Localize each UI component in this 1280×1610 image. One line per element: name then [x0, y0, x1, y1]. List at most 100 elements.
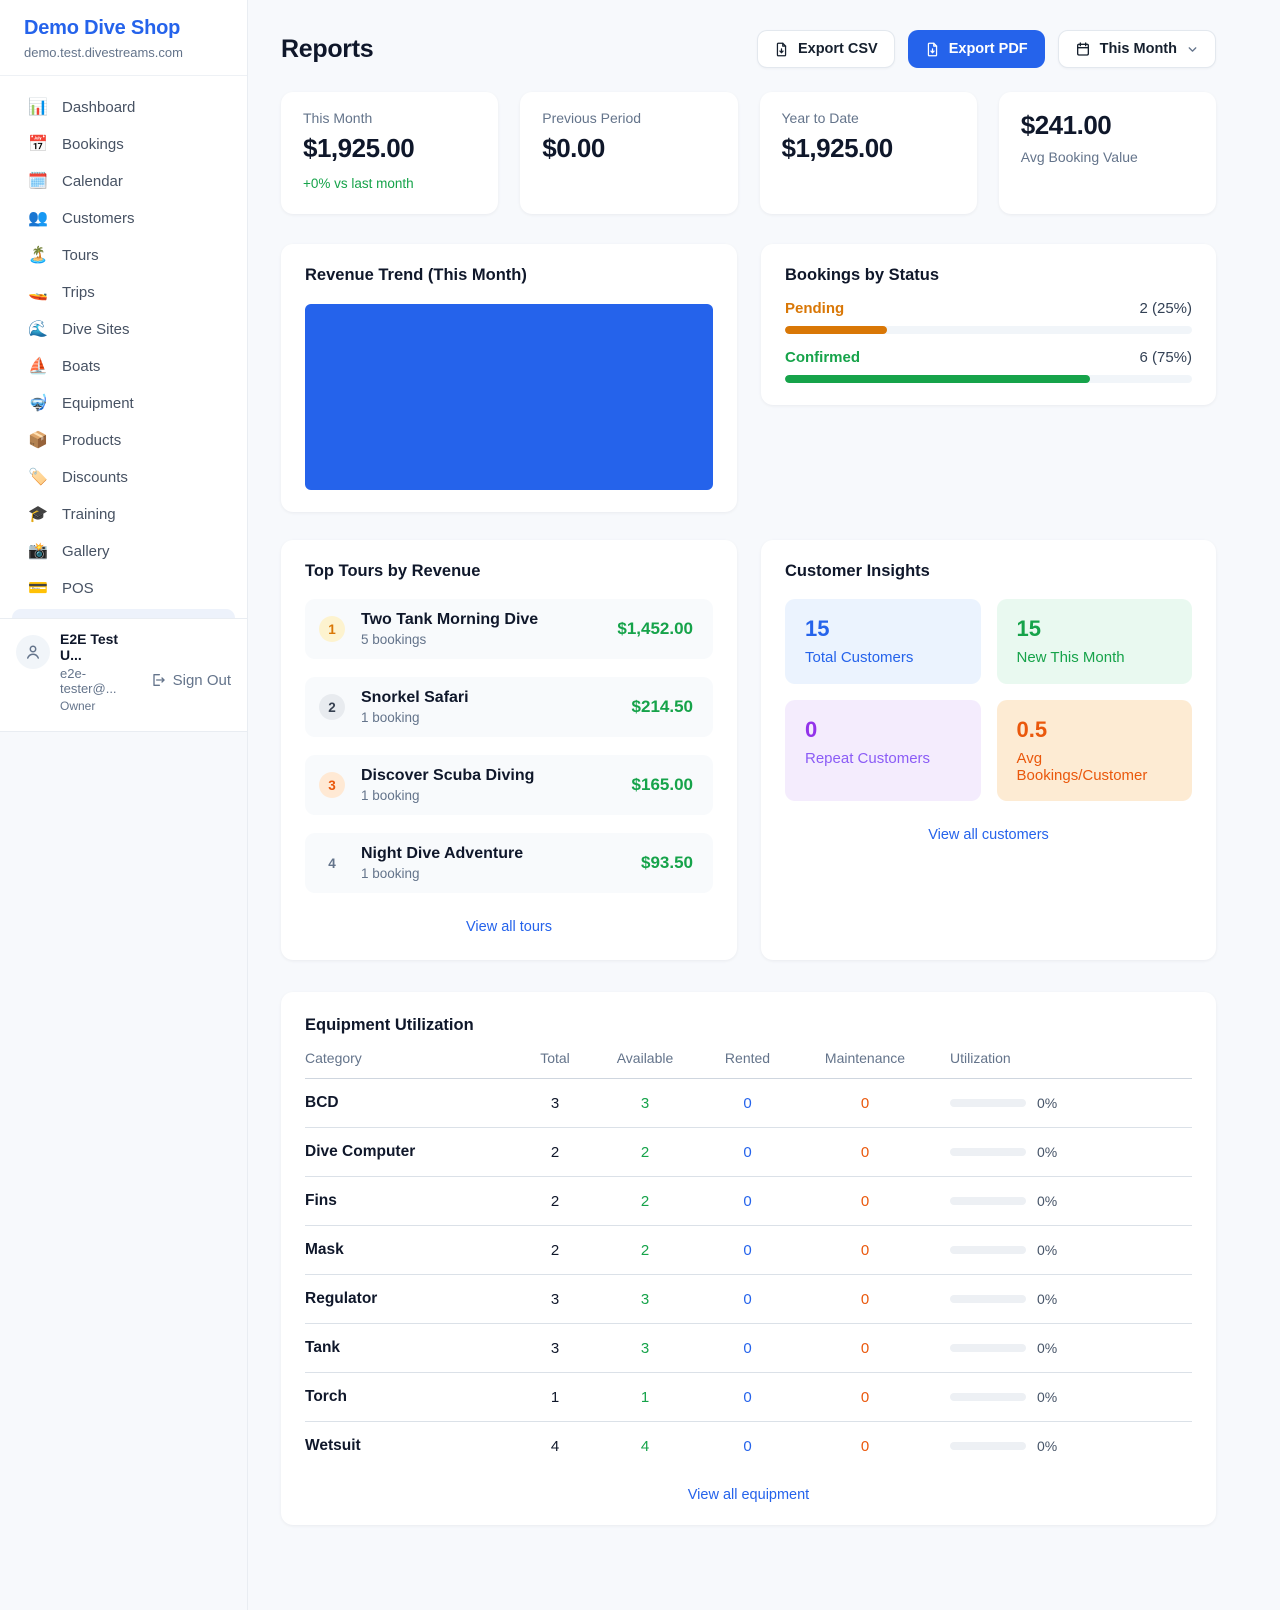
utilization-percent: 0% — [1037, 1340, 1058, 1356]
sidebar-nav: 📊 Dashboard 📅 Bookings 🗓️ Calendar 👥 Customers 🏝… — [0, 76, 247, 607]
rank-badge: 4 — [328, 855, 336, 871]
customers-icon: 👥 — [28, 209, 48, 227]
equipment-maintenance: 0 — [860, 1290, 870, 1308]
stat-card-this-month: This Month $1,925.00 +0% vs last month — [281, 92, 499, 214]
equipment-total: 3 — [550, 1290, 560, 1308]
discounts-tag-icon: 🏷️ — [28, 468, 48, 486]
table-row-mask: Mask 2 2 0 0 0% — [305, 1226, 1192, 1275]
utilization-bar-track — [950, 1442, 1026, 1450]
tour-revenue: $165.00 — [631, 775, 693, 794]
utilization-percent: 0% — [1037, 1242, 1058, 1258]
equipment-total: 3 — [550, 1339, 560, 1357]
trips-boat-icon: 🚤 — [28, 283, 48, 301]
column-header-maintenance: Maintenance — [824, 1050, 906, 1066]
sidebar-item-active-partial[interactable] — [12, 609, 235, 618]
stat-label: This Month — [303, 110, 373, 126]
equipment-category: Fins — [305, 1192, 337, 1209]
sidebar-item-tours[interactable]: 🏝️ Tours — [12, 237, 235, 274]
column-header-total: Total — [540, 1050, 570, 1066]
bookings-by-status-card: Bookings by Status Pending 2 (25%) Confirm… — [761, 244, 1216, 405]
period-dropdown[interactable]: This Month — [1057, 30, 1216, 68]
equipment-utilization-title: Equipment Utilization — [305, 1016, 474, 1034]
equipment-maintenance: 0 — [860, 1241, 870, 1259]
boats-sailboat-icon: ⛵ — [28, 357, 48, 375]
utilization-bar-track — [950, 1099, 1026, 1107]
sidebar-item-boats[interactable]: ⛵ Boats — [12, 348, 235, 385]
view-all-tours-link[interactable]: View all tours — [466, 919, 552, 935]
equipment-category: Tank — [305, 1339, 341, 1356]
sidebar-item-bookings[interactable]: 📅 Bookings — [12, 126, 235, 163]
status-progress-fill — [785, 375, 1091, 383]
equipment-maintenance: 0 — [860, 1192, 870, 1210]
brand-block: Demo Dive Shop demo.test.divestreams.com — [0, 0, 247, 76]
tour-name: Discover Scuba Diving — [361, 767, 535, 784]
sidebar-item-trips[interactable]: 🚤 Trips — [12, 274, 235, 311]
tour-bookings: 5 bookings — [361, 632, 427, 647]
equipment-utilization-cell: 0% — [935, 1193, 1192, 1209]
utilization-bar-track — [950, 1295, 1026, 1303]
equipment-maintenance: 0 — [860, 1437, 870, 1455]
sidebar-item-dashboard[interactable]: 📊 Dashboard — [12, 89, 235, 126]
bookings-by-status-title: Bookings by Status — [785, 266, 940, 284]
equipment-available: 2 — [640, 1241, 650, 1259]
sidebar-item-discounts[interactable]: 🏷️ Discounts — [12, 459, 235, 496]
sidebar-item-pos[interactable]: 💳 POS — [12, 570, 235, 607]
equipment-category: Regulator — [305, 1290, 378, 1307]
tour-name: Two Tank Morning Dive — [361, 611, 539, 628]
tour-bookings: 1 booking — [361, 788, 420, 803]
stat-value: $1,925.00 — [781, 133, 894, 163]
sidebar-item-label: Trips — [62, 284, 95, 301]
pos-card-icon: 💳 — [28, 579, 48, 597]
sidebar-item-equipment[interactable]: 🤿 Equipment — [12, 385, 235, 422]
status-row-confirmed: Confirmed 6 (75%) — [785, 349, 1192, 383]
sidebar-item-training[interactable]: 🎓 Training — [12, 496, 235, 533]
status-count: 2 (25%) — [1139, 300, 1192, 317]
sidebar-item-customers[interactable]: 👥 Customers — [12, 200, 235, 237]
period-label: This Month — [1099, 41, 1177, 57]
insight-value: 15 — [805, 616, 830, 641]
equipment-utilization-cell: 0% — [935, 1095, 1192, 1111]
sign-out-button[interactable]: Sign Out — [150, 647, 231, 713]
charts-row: Revenue Trend (This Month) Bookings by S… — [281, 244, 1216, 512]
export-pdf-button[interactable]: Export PDF — [907, 30, 1045, 68]
equipment-available: 4 — [640, 1437, 650, 1455]
sidebar-item-calendar[interactable]: 🗓️ Calendar — [12, 163, 235, 200]
stat-card-previous-period: Previous Period $0.00 — [520, 92, 738, 214]
equipment-rented: 0 — [743, 1192, 752, 1210]
training-cap-icon: 🎓 — [28, 505, 48, 523]
sidebar-item-label: Boats — [62, 358, 101, 375]
utilization-percent: 0% — [1037, 1389, 1058, 1405]
utilization-percent: 0% — [1037, 1438, 1058, 1454]
sidebar-item-gallery[interactable]: 📸 Gallery — [12, 533, 235, 570]
tour-info: Two Tank Morning Dive 5 bookings — [361, 611, 538, 647]
sidebar-item-products[interactable]: 📦 Products — [12, 422, 235, 459]
table-row-torch: Torch 1 1 0 0 0% — [305, 1373, 1192, 1422]
tour-revenue: $1,452.00 — [617, 619, 693, 638]
table-row-dive-computer: Dive Computer 2 2 0 0 0% — [305, 1128, 1192, 1177]
bookings-calendar-icon: 📅 — [28, 135, 48, 153]
tour-revenue: $214.50 — [631, 697, 693, 716]
tour-revenue: $93.50 — [641, 853, 693, 872]
stat-card-avg-booking-value: $241.00 Avg Booking Value — [998, 92, 1216, 214]
tours-island-icon: 🏝️ — [28, 246, 48, 264]
column-header-available: Available — [616, 1050, 674, 1066]
view-all-equipment-link[interactable]: View all equipment — [687, 1487, 810, 1503]
insights-row: Top Tours by Revenue 1 Two Tank Morning D… — [281, 540, 1216, 960]
stat-cards-row: This Month $1,925.00 +0% vs last month Prev… — [281, 92, 1216, 214]
equipment-utilization-card: Equipment Utilization Category Total Avail… — [281, 992, 1216, 1525]
page-header: Reports Export CSV Export PDF — [281, 30, 1216, 68]
stat-value: $241.00 — [1020, 110, 1112, 140]
utilization-bar-track — [950, 1197, 1026, 1205]
export-pdf-label: Export PDF — [948, 41, 1028, 57]
equipment-rented: 0 — [743, 1094, 752, 1112]
export-csv-button[interactable]: Export CSV — [756, 30, 895, 68]
table-row-regulator: Regulator 3 3 0 0 0% — [305, 1275, 1192, 1324]
sidebar-item-dive-sites[interactable]: 🌊 Dive Sites — [12, 311, 235, 348]
tour-list: 1 Two Tank Morning Dive 5 bookings $1,452.0… — [305, 599, 713, 893]
status-label: Pending — [785, 300, 845, 317]
equipment-category: BCD — [305, 1094, 339, 1111]
view-all-customers-link[interactable]: View all customers — [928, 827, 1049, 843]
header-actions: Export CSV Export PDF This Month — [756, 30, 1216, 68]
equipment-utilization-cell: 0% — [935, 1144, 1192, 1160]
